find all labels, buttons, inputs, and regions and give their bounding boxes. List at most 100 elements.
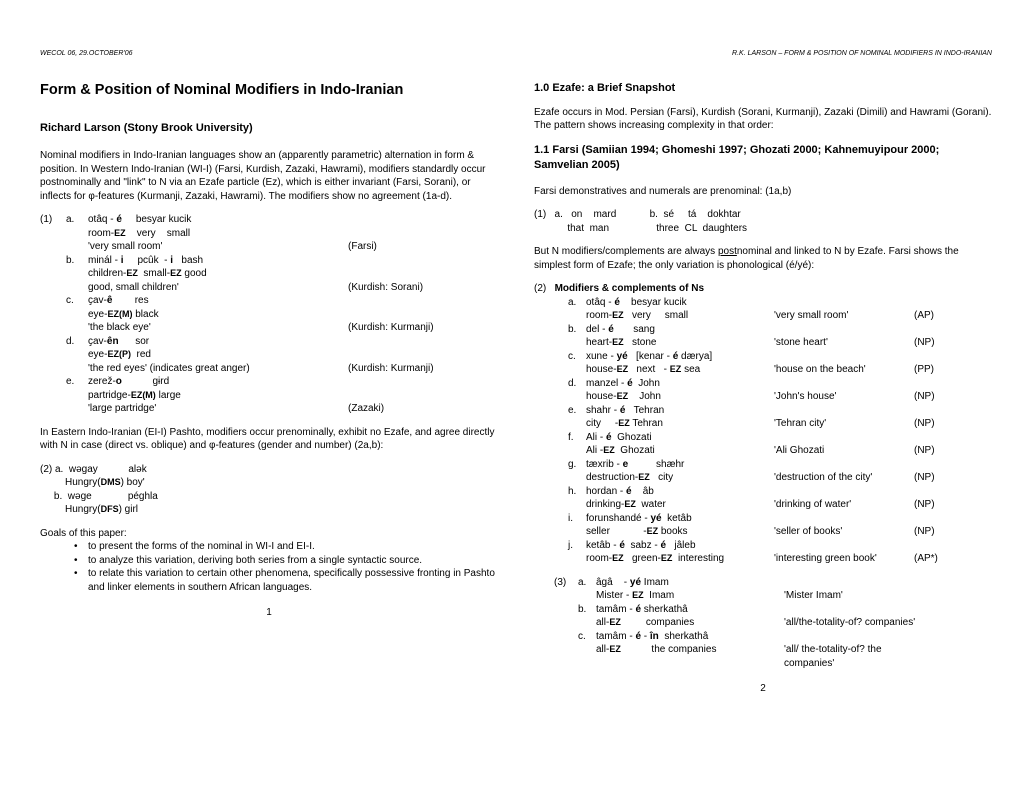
bullet-icon: • <box>74 540 88 554</box>
ex-trans: 'very small room'(Farsi) <box>88 240 498 254</box>
ex-number <box>40 335 66 376</box>
ex2-line2: destruction-EZ city'destruction of the c… <box>568 471 992 485</box>
header-left: WECOL 06, 29.OCTOBER'06 <box>40 50 133 57</box>
ex-gloss: room-EZ very small <box>88 227 498 241</box>
ex-row: (1) a. otâq - é besyar kucik room-EZ ver… <box>40 213 498 254</box>
ex-letter: c. <box>66 294 88 335</box>
ex3-item: c.tamâm - é - în sherkathâall-EZ the com… <box>554 630 992 671</box>
ex-letter: b. <box>66 254 88 295</box>
right-example-1: (1) a. on mard b. sé tá dokhtar that man… <box>534 208 992 235</box>
ex-body: otâq - é besyar kucik room-EZ very small… <box>88 213 498 254</box>
ex3-line1: c.tamâm - é - în sherkathâ <box>554 630 992 644</box>
paper-title: Form & Position of Nominal Modifiers in … <box>40 81 498 101</box>
ex-letter: a. <box>66 213 88 254</box>
header-right: R.K. LARSON – FORM & POSITION OF NOMINAL… <box>732 50 992 57</box>
ex2-line1: c.xune - yé [kenar - é dærya] <box>568 350 992 364</box>
ex2-item: f.Ali - é GhozatiAli -EZ Ghozati'Ali Gho… <box>568 431 992 458</box>
ex-line: (1) a. on mard b. sé tá dokhtar <box>534 208 992 222</box>
goals-heading: Goals of this paper: <box>40 527 498 541</box>
ex2-line1: d.manzel - é John <box>568 377 992 391</box>
page-number: 2 <box>534 682 992 696</box>
ex-gloss: Hungry(DMS) boy' <box>40 476 498 490</box>
ex2-line2: room-EZ very small'very small room'(AP) <box>568 309 992 323</box>
ex-gloss: Hungry(DFS) girl <box>40 503 498 517</box>
bullet-icon: • <box>74 554 88 568</box>
ex2-line1: i.forunshandé - yé ketâb <box>568 512 992 526</box>
goal-item: •to analyze this variation, deriving bot… <box>74 554 498 568</box>
ex2-item: i.forunshandé - yé ketâbseller -EZ books… <box>568 512 992 539</box>
ex2-item: h.hordan - é âbdrinking-EZ water'drinkin… <box>568 485 992 512</box>
ex2-item: c.xune - yé [kenar - é dærya]house-EZ ne… <box>568 350 992 377</box>
goals-section: Goals of this paper: •to present the for… <box>40 527 498 595</box>
ex2-line2: drinking-EZ water'drinking of water'(NP) <box>568 498 992 512</box>
ex3-item: b.tamâm - é sherkathâall-EZ companies'al… <box>554 603 992 630</box>
ex-trans: 'large partridge'(Zazaki) <box>88 402 498 416</box>
ex2-line2: city -EZ Tehran'Tehran city'(NP) <box>568 417 992 431</box>
ex3-line1: b.tamâm - é sherkathâ <box>554 603 992 617</box>
ex2-item: e.shahr - é Tehrancity -EZ Tehran'Tehran… <box>568 404 992 431</box>
ex2-line1: f.Ali - é Ghozati <box>568 431 992 445</box>
ex2-heading: (2) Modifiers & complements of Ns <box>534 282 992 296</box>
goal-item: •to relate this variation to certain oth… <box>74 567 498 594</box>
ex3-line1: (3)a.âgâ - yé Imam <box>554 576 992 590</box>
ex2-line1: a.otâq - é besyar kucik <box>568 296 992 310</box>
ex2-line1: e.shahr - é Tehran <box>568 404 992 418</box>
ex-row: b. minál - i pcûk - i bash children-EZ s… <box>40 254 498 295</box>
sec11-para: Farsi demonstratives and numerals are pr… <box>534 185 992 199</box>
ex2-line2: Ali -EZ Ghozati'Ali Ghozati(NP) <box>568 444 992 458</box>
sec10-para: Ezafe occurs in Mod. Persian (Farsi), Ku… <box>534 106 992 133</box>
paragraph-2: In Eastern Indo-Iranian (EI-I) Pashto, m… <box>40 426 498 453</box>
ex-body: ҫav-ên sor eye-EZ(P) red 'the red eyes' … <box>88 335 498 376</box>
ex2-line2: room-EZ green-EZ interesting'interesting… <box>568 552 992 566</box>
ex-body: minál - i pcûk - i bash children-EZ smal… <box>88 254 498 295</box>
author-line: Richard Larson (Stony Brook University) <box>40 121 498 136</box>
ex3-line2: all-EZ the companies'all/ the-totality-o… <box>554 643 992 670</box>
ex-number: (1) <box>40 213 66 254</box>
ex-row: d. ҫav-ên sor eye-EZ(P) red 'the red eye… <box>40 335 498 376</box>
bullet-icon: • <box>74 567 88 594</box>
ex-text: ҫav-ên sor <box>88 335 498 349</box>
page-number: 1 <box>40 606 498 620</box>
ex2-line1: h.hordan - é âb <box>568 485 992 499</box>
ex-text: zerež-o gɨrd <box>88 375 498 389</box>
ex-row: e. zerež-o gɨrd partridge-EZ(M) large 'l… <box>40 375 498 416</box>
ex2-item: b.del - é sangheart-EZ stone'stone heart… <box>568 323 992 350</box>
ex-trans: 'the red eyes' (indicates great anger)(K… <box>88 362 498 376</box>
ex-letter: d. <box>66 335 88 376</box>
ex2-item: g.tæxrib - e shæhrdestruction-EZ city'de… <box>568 458 992 485</box>
section-1-0-heading: 1.0 Ezafe: a Brief Snapshot <box>534 81 992 96</box>
ex2-line2: house-EZ next - EZ sea'house on the beac… <box>568 363 992 377</box>
ex-row: c. ҫav-ê res eye-EZ(M) black 'the black … <box>40 294 498 335</box>
ex2-line2: seller -EZ books'seller of books'(NP) <box>568 525 992 539</box>
ex-body: ҫav-ê res eye-EZ(M) black 'the black eye… <box>88 294 498 335</box>
ex-number <box>40 254 66 295</box>
ex-gloss: that man three CL daughters <box>534 222 992 236</box>
page-header: WECOL 06, 29.OCTOBER'06 R.K. LARSON – FO… <box>40 50 992 57</box>
ex2-line1: j.ketâb - é sabz - é jâleb <box>568 539 992 553</box>
right-example-3: (3)a.âgâ - yé ImamMister - EZ Imam'Miste… <box>534 576 992 671</box>
ex2-line1: g.tæxrib - e shæhr <box>568 458 992 472</box>
goal-item: •to present the forms of the nominal in … <box>74 540 498 554</box>
intro-paragraph: Nominal modifiers in Indo-Iranian langua… <box>40 149 498 203</box>
ex2-line2: heart-EZ stone'stone heart'(NP) <box>568 336 992 350</box>
ex-body: zerež-o gɨrd partridge-EZ(M) large 'larg… <box>88 375 498 416</box>
ex-trans: good, small children'(Kurdish: Sorani) <box>88 281 498 295</box>
example-2: (2) a. wəgay alək Hungry(DMS) boy' b. wə… <box>40 463 498 517</box>
ex-text: ҫav-ê res <box>88 294 498 308</box>
ex-gloss: eye-EZ(P) red <box>88 348 498 362</box>
section-1-1-heading: 1.1 Farsi (Samiian 1994; Ghomeshi 1997; … <box>534 143 992 173</box>
left-page: Form & Position of Nominal Modifiers in … <box>40 81 498 696</box>
ex3-item: (3)a.âgâ - yé ImamMister - EZ Imam'Miste… <box>554 576 992 603</box>
ex-text: minál - i pcûk - i bash <box>88 254 498 268</box>
ex3-line2: Mister - EZ Imam'Mister Imam' <box>554 589 992 603</box>
right-page: 1.0 Ezafe: a Brief Snapshot Ezafe occurs… <box>534 81 992 696</box>
ex-gloss: children-EZ small-EZ good <box>88 267 498 281</box>
ex-trans: 'the black eye'(Kurdish: Kurmanji) <box>88 321 498 335</box>
ex-text: otâq - é besyar kucik <box>88 213 498 227</box>
ex-line: (2) a. wəgay alək <box>40 463 498 477</box>
ex-number <box>40 375 66 416</box>
ex-letter: e. <box>66 375 88 416</box>
ex3-line2: all-EZ companies'all/the-totality-of? co… <box>554 616 992 630</box>
ex-number <box>40 294 66 335</box>
ex2-item: j.ketâb - é sabz - é jâlebroom-EZ green-… <box>568 539 992 566</box>
